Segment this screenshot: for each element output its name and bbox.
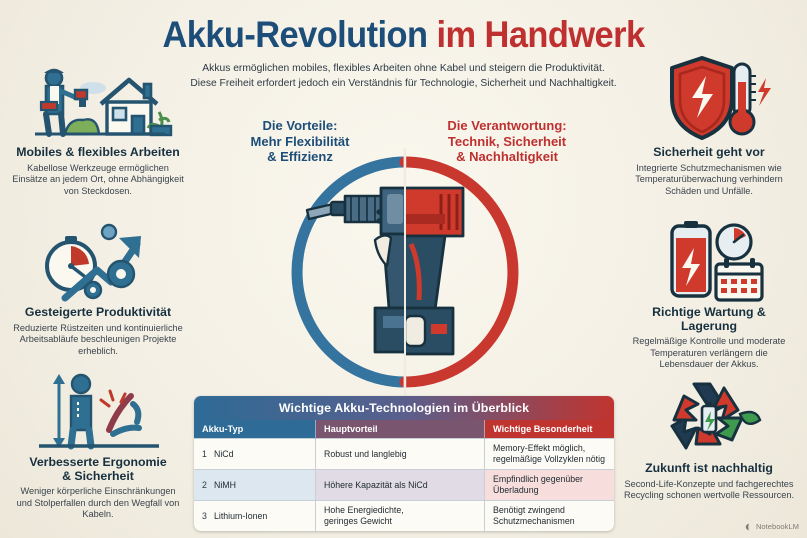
feature-heading: Mobiles & flexibles Arbeiten: [16, 145, 180, 159]
table-head: Akku-Typ Hauptvorteil Wichtige Besonderh…: [194, 420, 614, 439]
table-row-number: 1: [202, 448, 207, 459]
feature-richtige-wartung-lagerung: Richtige Wartung & Lagerung Regelmäßige K…: [611, 212, 807, 371]
page-subtitle: Akkus ermöglichen mobiles, flexibles Arb…: [154, 62, 654, 91]
feature-body: Second-Life-Konzepte und fachgerechtes R…: [623, 478, 795, 501]
table-row-number: 3: [202, 510, 207, 521]
table: Akku-Typ Hauptvorteil Wichtige Besonderh…: [194, 420, 614, 531]
notebooklm-logo-icon: [745, 523, 749, 530]
feature-mobiles-flexibles-arbeiten: Mobiles & flexibles Arbeiten Kabellose W…: [0, 52, 196, 197]
table-cell-note: Benötigt zwingend Schutzmechanismen: [484, 500, 614, 531]
feature-heading: Verbesserte Ergonomie & Sicherheit: [29, 455, 167, 483]
ergonomics-person-cut-cable-icon: [0, 362, 196, 454]
table-cell-type-label: NiMH: [214, 479, 236, 490]
feature-sicherheit-geht-vor: Sicherheit geht vor Integrierte Schutzme…: [611, 52, 807, 197]
table-cell-type-label: Lithium-Ionen: [214, 510, 268, 521]
feature-heading: Zukunft ist nachhaltig: [645, 461, 773, 475]
table-cell-note: Empfindlich gegenüber Überladung: [484, 469, 614, 501]
table-row: 3 Lithium-Ionen Hohe Energiedichte, gering…: [194, 500, 614, 531]
drill-right-red: [406, 186, 465, 356]
table-cell-type: 3 Lithium-Ionen: [194, 500, 316, 531]
table-header-row: Akku-Typ Hauptvorteil Wichtige Besonderh…: [194, 420, 614, 439]
table-cell-type: 1 NiCd: [194, 438, 316, 470]
center-caption-benefits: Die Vorteile: Mehr Flexibilität & Effizien…: [250, 118, 350, 164]
feature-body: Kabellose Werkzeuge ermöglichen Einsätze…: [12, 162, 184, 196]
page-subtitle-line2: Diese Freiheit erfordert jedoch ein Vers…: [190, 77, 617, 89]
table-cell-type: 2 NiMH: [194, 469, 316, 501]
watermark: NotebookLM: [745, 522, 799, 531]
table-column-header-besonderheit: Wichtige Besonderheit: [484, 420, 614, 439]
table-cell-advantage: Hohe Energiedichte, geringes Gewicht: [315, 500, 485, 531]
table-cell-advantage: Höhere Kapazität als NiCd: [315, 469, 485, 501]
table-cell-advantage: Robust und langlebig: [315, 438, 485, 470]
cordless-drill-split-icon: [291, 148, 519, 398]
feature-body: Weniger körperliche Einschränkungen und …: [16, 486, 180, 520]
feature-zukunft-ist-nachhaltig: Zukunft ist nachhaltig Second-Life-Konze…: [611, 368, 807, 502]
feature-heading: Sicherheit geht vor: [653, 145, 765, 159]
table-row-number: 2: [202, 479, 207, 490]
page-subtitle-line1: Akkus ermöglichen mobiles, flexibles Arb…: [202, 63, 605, 74]
watermark-label: NotebookLM: [755, 522, 799, 531]
feature-heading: Richtige Wartung & Lagerung: [652, 305, 766, 333]
table-cell-note: Memory-Effekt möglich, regelmäßige Vollzy…: [484, 438, 614, 470]
table-row: 2 NiMH Höhere Kapazität als NiCd Empfindl…: [194, 469, 614, 501]
table-row: 1 NiCd Robust und langlebig Memory-Effekt…: [194, 438, 614, 470]
table-title: Wichtige Akku-Technologien im Überblick: [194, 396, 614, 420]
table-column-header-akku-typ: Akku-Typ: [194, 420, 316, 439]
feature-body: Reduzierte Rüstzeiten und kontinuierlich…: [13, 322, 183, 356]
table-cell-type-label: NiCd: [214, 448, 234, 459]
recycling-battery-leaf-icon: [611, 368, 807, 460]
battery-technology-table: Wichtige Akku-Technologien im Überblick …: [194, 396, 614, 531]
stopwatch-growth-arrow-gears-icon: [0, 212, 196, 304]
table-column-header-hauptvorteil: Hauptvorteil: [315, 420, 485, 439]
table-body: 1 NiCd Robust und langlebig Memory-Effekt…: [194, 438, 614, 531]
battery-gauge-calendar-icon: [611, 212, 807, 304]
hero-illustration: [255, 148, 555, 398]
center-caption-responsibility: Die Verantwortung: Technik, Sicherheit & N…: [447, 118, 567, 164]
drill-left-blue: [305, 186, 404, 354]
feature-body: Integrierte Schutzmechanismen wie Temper…: [635, 162, 783, 196]
feature-body: Regelmäßige Kontrolle und moderate Tempe…: [632, 336, 786, 370]
feature-heading: Gesteigerte Produktivität: [24, 305, 172, 319]
feature-verbesserte-ergonomie: Verbesserte Ergonomie & Sicherheit Wenige…: [0, 362, 196, 521]
page-title: Akku-Revolution im Handwerk: [28, 14, 779, 56]
shield-lightning-thermometer-icon: [611, 52, 807, 144]
feature-gesteigerte-produktivitaet: Gesteigerte Produktivität Reduzierte Rüs…: [0, 212, 196, 357]
worker-with-drill-and-house-icon: [0, 52, 196, 144]
page-title-part2: im Handwerk: [436, 14, 645, 55]
page-title-part1: Akku-Revolution: [162, 14, 428, 55]
